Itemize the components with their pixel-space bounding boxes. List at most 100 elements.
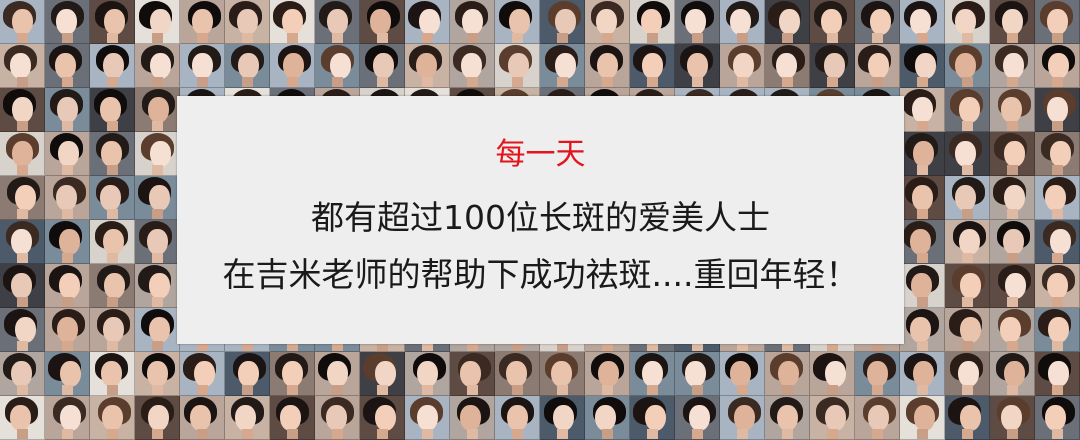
portrait-tile xyxy=(675,44,720,88)
portrait-tile xyxy=(855,352,900,396)
portrait-tile xyxy=(0,0,45,44)
portrait-tile xyxy=(315,0,360,44)
portrait-tile xyxy=(405,0,450,44)
portrait-tile xyxy=(495,44,540,88)
portrait-tile xyxy=(0,132,45,176)
portrait-tile xyxy=(990,0,1035,44)
portrait-tile xyxy=(900,220,945,264)
portrait-tile xyxy=(540,0,585,44)
portrait-tile xyxy=(945,44,990,88)
portrait-tile xyxy=(360,396,405,440)
portrait-tile xyxy=(180,352,225,396)
portrait-tile xyxy=(360,352,405,396)
portrait-tile xyxy=(90,176,135,220)
portrait-tile xyxy=(765,0,810,44)
portrait-tile xyxy=(630,0,675,44)
portrait-tile xyxy=(45,44,90,88)
portrait-tile xyxy=(900,176,945,220)
portrait-tile xyxy=(945,308,990,352)
portrait-tile xyxy=(405,352,450,396)
message-panel: 每一天 都有超过100位长斑的爱美人士 在吉米老师的帮助下成功祛斑....重回年… xyxy=(177,96,904,344)
portrait-tile xyxy=(585,44,630,88)
portrait-tile xyxy=(135,220,180,264)
headline-every-day: 每一天 xyxy=(495,137,586,172)
portrait-tile xyxy=(585,396,630,440)
portrait-tile xyxy=(450,0,495,44)
portrait-tile xyxy=(45,0,90,44)
portrait-tile xyxy=(90,44,135,88)
portrait-tile xyxy=(945,264,990,308)
portrait-tile xyxy=(90,308,135,352)
portrait-tile xyxy=(945,132,990,176)
portrait-tile xyxy=(90,264,135,308)
portrait-tile xyxy=(900,396,945,440)
portrait-tile xyxy=(45,88,90,132)
portrait-tile xyxy=(945,220,990,264)
headline-success-message: 在吉米老师的帮助下成功祛斑....重回年轻！ xyxy=(222,255,859,294)
portrait-tile xyxy=(90,352,135,396)
portrait-tile xyxy=(990,396,1035,440)
portrait-tile xyxy=(45,220,90,264)
portrait-tile xyxy=(0,44,45,88)
portrait-tile xyxy=(585,352,630,396)
portrait-tile xyxy=(720,352,765,396)
portrait-tile xyxy=(765,44,810,88)
portrait-tile xyxy=(90,132,135,176)
portrait-tile xyxy=(900,352,945,396)
portrait-tile xyxy=(90,220,135,264)
portrait-tile xyxy=(855,44,900,88)
portrait-tile xyxy=(945,352,990,396)
portrait-tile xyxy=(675,352,720,396)
portrait-tile xyxy=(450,396,495,440)
portrait-tile xyxy=(135,88,180,132)
portrait-tile xyxy=(630,44,675,88)
portrait-tile xyxy=(945,176,990,220)
portrait-tile xyxy=(1035,132,1080,176)
portrait-tile xyxy=(270,396,315,440)
portrait-tile xyxy=(495,396,540,440)
portrait-tile xyxy=(1035,308,1080,352)
portrait-tile xyxy=(765,396,810,440)
portrait-tile xyxy=(135,44,180,88)
portrait-tile xyxy=(135,176,180,220)
portrait-tile xyxy=(900,132,945,176)
headline-customer-count: 都有超过100位长斑的爱美人士 xyxy=(311,198,770,237)
portrait-tile xyxy=(45,264,90,308)
portrait-tile xyxy=(405,396,450,440)
portrait-tile xyxy=(45,396,90,440)
portrait-tile xyxy=(720,396,765,440)
portrait-tile xyxy=(315,352,360,396)
portrait-tile xyxy=(810,352,855,396)
portrait-tile xyxy=(990,88,1035,132)
portrait-tile xyxy=(675,0,720,44)
portrait-tile xyxy=(90,396,135,440)
portrait-tile xyxy=(360,0,405,44)
portrait-tile xyxy=(990,176,1035,220)
portrait-tile xyxy=(585,0,630,44)
portrait-tile xyxy=(810,396,855,440)
portrait-tile xyxy=(270,0,315,44)
portrait-tile xyxy=(0,88,45,132)
portrait-tile xyxy=(135,308,180,352)
portrait-tile xyxy=(90,88,135,132)
portrait-tile xyxy=(360,44,405,88)
portrait-tile xyxy=(1035,220,1080,264)
portrait-tile xyxy=(540,352,585,396)
portrait-tile xyxy=(315,396,360,440)
portrait-tile xyxy=(945,396,990,440)
portrait-tile xyxy=(990,308,1035,352)
portrait-tile xyxy=(0,396,45,440)
portrait-tile xyxy=(900,264,945,308)
portrait-tile xyxy=(1035,176,1080,220)
portrait-tile xyxy=(810,0,855,44)
portrait-tile xyxy=(945,88,990,132)
portrait-tile xyxy=(630,396,675,440)
portrait-tile xyxy=(45,132,90,176)
portrait-tile xyxy=(225,396,270,440)
portrait-tile xyxy=(450,44,495,88)
portrait-tile xyxy=(990,44,1035,88)
portrait-tile xyxy=(1035,264,1080,308)
portrait-tile xyxy=(315,44,360,88)
portrait-tile xyxy=(1035,44,1080,88)
portrait-tile xyxy=(990,352,1035,396)
